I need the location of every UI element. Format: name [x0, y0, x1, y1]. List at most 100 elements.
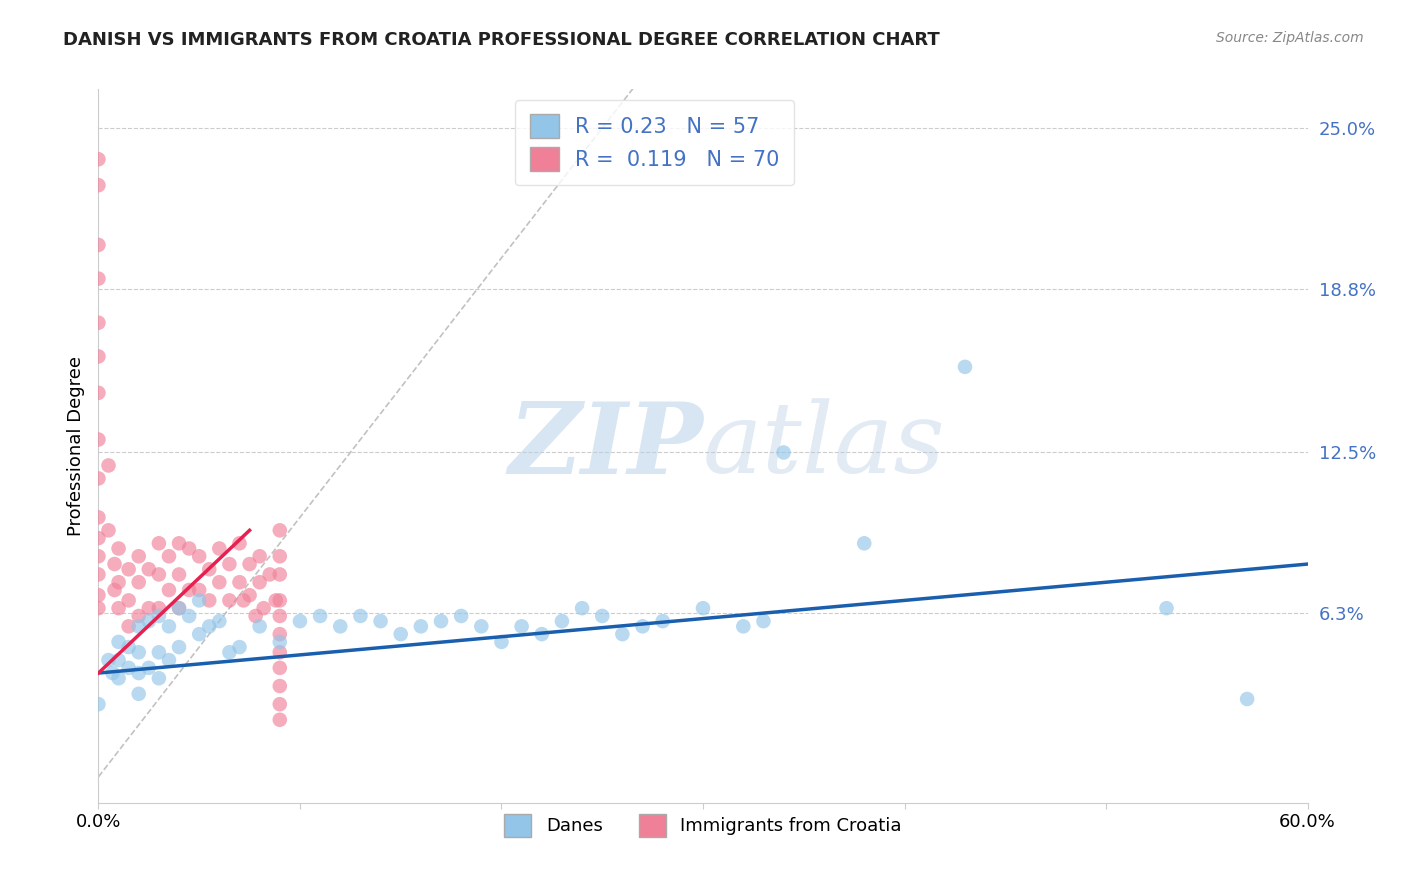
Text: ZIP: ZIP	[508, 398, 703, 494]
Point	[101, 666, 124, 681]
Point	[138, 601, 160, 615]
Point	[128, 666, 150, 681]
Point	[228, 536, 250, 550]
Point	[128, 645, 150, 659]
Point	[450, 609, 472, 624]
Point	[167, 640, 190, 654]
Point	[249, 575, 271, 590]
Point	[128, 619, 150, 633]
Point	[269, 593, 291, 607]
Point	[239, 588, 262, 602]
Legend: Danes, Immigrants from Croatia: Danes, Immigrants from Croatia	[496, 807, 910, 844]
Point	[107, 601, 129, 615]
Point	[571, 601, 593, 615]
Point	[103, 582, 125, 597]
Point	[148, 536, 170, 550]
Point	[329, 619, 352, 633]
Point	[249, 619, 271, 633]
Point	[269, 713, 291, 727]
Point	[269, 567, 291, 582]
Point	[772, 445, 794, 459]
Point	[87, 588, 110, 602]
Point	[97, 458, 120, 473]
Point	[239, 557, 262, 571]
Point	[157, 582, 180, 597]
Text: DANISH VS IMMIGRANTS FROM CROATIA PROFESSIONAL DEGREE CORRELATION CHART: DANISH VS IMMIGRANTS FROM CROATIA PROFES…	[63, 31, 941, 49]
Point	[148, 567, 170, 582]
Point	[953, 359, 976, 374]
Point	[228, 575, 250, 590]
Point	[349, 609, 371, 624]
Point	[167, 601, 190, 615]
Point	[107, 671, 129, 685]
Point	[87, 471, 110, 485]
Point	[87, 549, 110, 564]
Point	[179, 582, 201, 597]
Point	[107, 575, 129, 590]
Point	[269, 635, 291, 649]
Point	[1156, 601, 1178, 615]
Point	[188, 593, 211, 607]
Point	[87, 271, 110, 285]
Text: Source: ZipAtlas.com: Source: ZipAtlas.com	[1216, 31, 1364, 45]
Point	[198, 562, 221, 576]
Point	[249, 549, 271, 564]
Point	[188, 549, 211, 564]
Point	[138, 661, 160, 675]
Point	[148, 671, 170, 685]
Point	[228, 640, 250, 654]
Point	[179, 541, 201, 556]
Point	[208, 541, 231, 556]
Point	[208, 575, 231, 590]
Point	[188, 582, 211, 597]
Point	[510, 619, 533, 633]
Point	[264, 593, 287, 607]
Point	[87, 531, 110, 545]
Point	[269, 661, 291, 675]
Point	[309, 609, 332, 624]
Point	[148, 601, 170, 615]
Point	[409, 619, 432, 633]
Point	[389, 627, 412, 641]
Point	[188, 627, 211, 641]
Point	[167, 536, 190, 550]
Point	[87, 178, 110, 193]
Point	[179, 609, 201, 624]
Point	[651, 614, 673, 628]
Point	[853, 536, 876, 550]
Point	[218, 593, 240, 607]
Point	[138, 562, 160, 576]
Point	[148, 645, 170, 659]
Point	[97, 653, 120, 667]
Point	[118, 640, 141, 654]
Point	[530, 627, 553, 641]
Point	[269, 609, 291, 624]
Point	[87, 153, 110, 167]
Point	[218, 557, 240, 571]
Point	[551, 614, 574, 628]
Point	[128, 575, 150, 590]
Point	[491, 635, 513, 649]
Point	[118, 661, 141, 675]
Point	[87, 350, 110, 364]
Point	[103, 557, 125, 571]
Point	[733, 619, 755, 633]
Point	[269, 645, 291, 659]
Point	[269, 627, 291, 641]
Point	[118, 619, 141, 633]
Point	[87, 316, 110, 330]
Point	[128, 687, 150, 701]
Point	[107, 635, 129, 649]
Point	[198, 593, 221, 607]
Point	[128, 609, 150, 624]
Point	[253, 601, 276, 615]
Point	[692, 601, 714, 615]
Point	[232, 593, 254, 607]
Text: atlas: atlas	[703, 399, 946, 493]
Point	[87, 238, 110, 252]
Point	[208, 614, 231, 628]
Point	[269, 679, 291, 693]
Point	[1236, 692, 1258, 706]
Point	[128, 549, 150, 564]
Point	[148, 609, 170, 624]
